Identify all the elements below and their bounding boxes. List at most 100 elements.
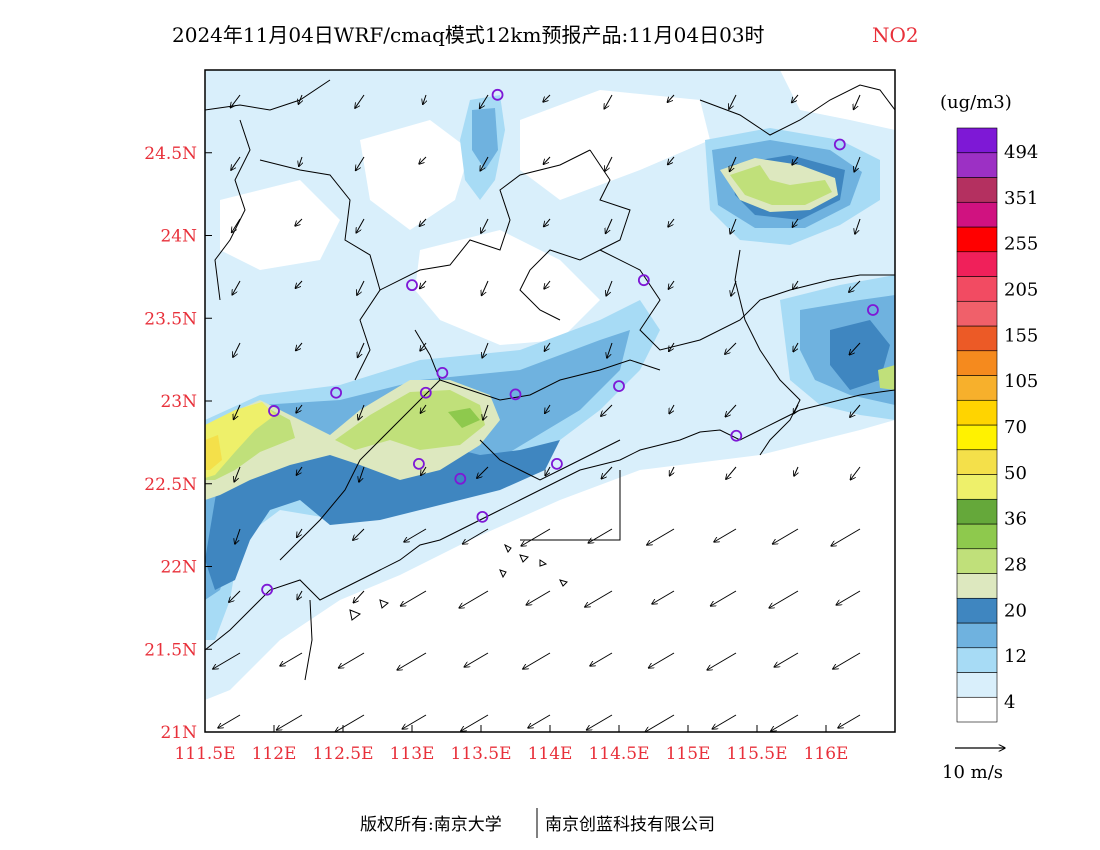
wind-arrow xyxy=(357,342,365,358)
legend-swatch xyxy=(956,350,998,376)
wind-arrow xyxy=(232,218,241,233)
legend-swatch xyxy=(956,226,998,253)
wind-arrow xyxy=(668,156,675,165)
wind-arrow xyxy=(792,94,799,103)
field-yellow-core xyxy=(205,402,275,478)
station-marker xyxy=(833,138,846,151)
wind-arrow xyxy=(833,652,861,669)
wind-arrow xyxy=(670,466,674,476)
boundary-line xyxy=(304,599,313,681)
legend-label: 36 xyxy=(1004,509,1027,530)
station-marker xyxy=(436,366,449,379)
wind-arrow xyxy=(231,156,241,170)
wind-arrow xyxy=(296,466,303,475)
legend-labels: 4 12 20 28 36 50 70 105 155 205 255 351 494 xyxy=(1004,142,1038,713)
legend-swatch xyxy=(956,127,998,154)
figure-title: 2024年11月04日WRF/cmaq模式12km预报产品:11月04日03时 xyxy=(172,23,765,47)
station-marker xyxy=(613,380,625,393)
legend-label: 205 xyxy=(1004,280,1038,301)
legend-swatch xyxy=(956,152,998,178)
wind-arrow xyxy=(544,280,551,289)
y-tick-label: 23.5N xyxy=(144,309,197,329)
x-tick-label: 111.5E xyxy=(174,744,235,764)
x-tick-label: 114.5E xyxy=(588,744,649,764)
wind-arrow xyxy=(356,156,365,171)
wind-arrow xyxy=(792,218,799,227)
y-tick-label: 23N xyxy=(160,392,197,412)
wind-arrow xyxy=(605,218,613,234)
boundary-line xyxy=(379,149,591,291)
wind-arrow xyxy=(769,590,799,608)
wind-arrow xyxy=(771,714,799,731)
station-marker xyxy=(268,405,280,417)
wind-arrow xyxy=(419,218,427,226)
wind-arrow xyxy=(725,404,737,417)
footer-company: 南京创蓝科技有限公司 xyxy=(545,815,715,835)
wind-arrow xyxy=(402,714,427,729)
wind-arrow xyxy=(401,590,427,606)
wind-arrow xyxy=(853,94,861,110)
wind-arrow xyxy=(605,156,613,171)
wind-arrow xyxy=(420,342,427,351)
legend-swatch xyxy=(956,647,998,673)
wind-arrow xyxy=(855,218,861,234)
wind-arrow xyxy=(652,590,675,604)
wind-arrow xyxy=(234,466,241,482)
legend-label: 70 xyxy=(1004,417,1027,438)
legend-swatch xyxy=(956,474,998,500)
wind-arrow xyxy=(668,218,675,227)
x-axis: 111.5E 112E 112.5E 113E 113.5E 114E 114.5E 115E… xyxy=(174,725,848,764)
station-marker xyxy=(412,457,425,470)
wind-arrow xyxy=(831,528,861,546)
wind-arrow xyxy=(299,156,302,166)
wind-arrow xyxy=(794,404,798,414)
wind-vectors xyxy=(213,94,861,732)
legend-label: 255 xyxy=(1004,234,1038,255)
wind-arrow xyxy=(480,156,489,171)
wind-arrow xyxy=(420,280,427,289)
island xyxy=(349,543,568,621)
field-white-west xyxy=(220,180,340,270)
boundaries xyxy=(205,79,895,681)
field-yellow-core-2 xyxy=(205,435,222,470)
wind-arrow xyxy=(544,342,551,351)
x-tick-label: 113.5E xyxy=(450,744,511,764)
field-green-northeast xyxy=(730,165,832,205)
wind-arrow xyxy=(235,528,241,544)
wind-arrow xyxy=(477,466,489,478)
legend-unit: (ug/m3) xyxy=(940,92,1012,113)
y-tick-label: 22.5N xyxy=(144,475,197,495)
legend-label: 155 xyxy=(1004,325,1038,346)
field-white-north-1 xyxy=(360,120,470,230)
legend-label: 20 xyxy=(1004,600,1027,621)
wind-arrow xyxy=(459,590,489,608)
y-axis: 21N 21.5N 22N 22.5N 23N 23.5N 24N 24.5N xyxy=(144,144,212,743)
wind-arrow xyxy=(793,280,799,289)
wind-arrow xyxy=(726,466,737,479)
wind-arrow xyxy=(464,652,489,667)
field-green-dark-spot xyxy=(448,408,480,428)
wind-arrow xyxy=(463,528,489,544)
wind-arrow xyxy=(296,342,303,351)
footer: 版权所有:南京大学 南京创蓝科技有限公司 xyxy=(360,808,715,838)
wind-arrow xyxy=(836,590,861,605)
footer-copyright: 版权所有:南京大学 xyxy=(360,815,502,835)
pollutant-label: NO2 xyxy=(872,23,919,47)
wind-arrow xyxy=(480,94,489,109)
legend-label: 494 xyxy=(1004,142,1038,163)
wind-arrow xyxy=(397,652,427,670)
boundary-line xyxy=(519,149,631,321)
wind-arrow xyxy=(482,342,489,358)
legend-swatch xyxy=(956,523,998,550)
wind-arrow xyxy=(545,404,551,413)
wind-arrow xyxy=(793,342,799,352)
wind-arrow xyxy=(233,342,241,357)
wind-scale: 10 m/s xyxy=(942,748,1005,783)
legend-swatch xyxy=(956,251,998,277)
field-darkblue-band xyxy=(205,430,560,590)
wind-arrow xyxy=(420,404,427,413)
wind-arrow xyxy=(481,218,489,233)
wind-arrow xyxy=(601,404,613,416)
legend-label: 28 xyxy=(1004,555,1027,576)
